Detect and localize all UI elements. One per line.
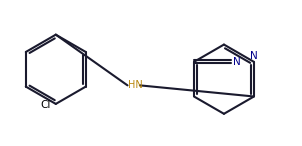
- Text: N: N: [233, 57, 241, 67]
- Text: N: N: [250, 51, 258, 61]
- Text: HN: HN: [128, 80, 143, 90]
- Text: Cl: Cl: [40, 100, 51, 110]
